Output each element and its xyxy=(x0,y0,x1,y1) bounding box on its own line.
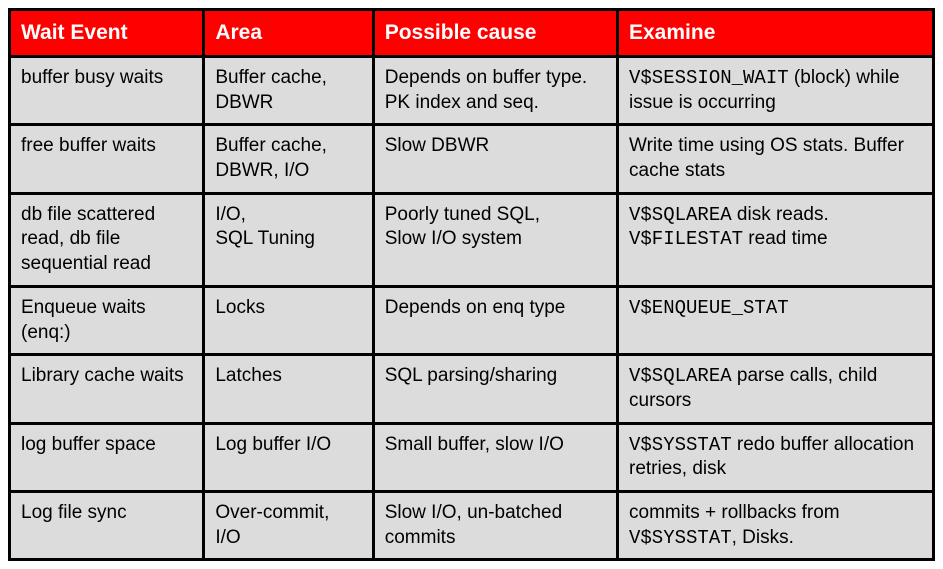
cell-area: Over-commit,I/O xyxy=(204,491,373,559)
code-text: V$SQLAREA xyxy=(629,365,732,387)
plain-text: read time xyxy=(743,228,827,249)
plain-text: commits + rollbacks from xyxy=(629,502,840,523)
cell-area: Log buffer I/O xyxy=(204,423,373,491)
plain-text: , Disks. xyxy=(732,527,794,548)
cell-examine: V$SQLAREA disk reads. V$FILESTAT read ti… xyxy=(618,193,934,286)
cell-possible-cause: Slow DBWR xyxy=(373,125,617,193)
cell-possible-cause: SQL parsing/sharing xyxy=(373,355,617,423)
code-text: V$SYSSTAT xyxy=(629,527,732,549)
cell-possible-cause: Depends on enq type xyxy=(373,286,617,354)
cell-examine: V$SYSSTAT redo buffer allocation retries… xyxy=(618,423,934,491)
cell-examine: V$ENQUEUE_STAT xyxy=(618,286,934,354)
table-row: log buffer space Log buffer I/O Small bu… xyxy=(10,423,934,491)
table-row: Enqueue waits (enq:) Locks Depends on en… xyxy=(10,286,934,354)
cell-examine: commits + rollbacks from V$SYSSTAT, Disk… xyxy=(618,491,934,559)
cell-wait-event: Log file sync xyxy=(10,491,204,559)
table-row: db file scattered read, db file sequenti… xyxy=(10,193,934,286)
col-header-possible-cause: Possible cause xyxy=(373,10,617,57)
cell-wait-event: db file scattered read, db file sequenti… xyxy=(10,193,204,286)
plain-text: Write time using OS stats. Buffer cache … xyxy=(629,135,904,181)
code-text: V$FILESTAT xyxy=(629,228,743,250)
cell-examine: V$SQLAREA parse calls, child cursors xyxy=(618,355,934,423)
cell-wait-event: Library cache waits xyxy=(10,355,204,423)
cell-wait-event: Enqueue waits (enq:) xyxy=(10,286,204,354)
code-text: V$SYSSTAT xyxy=(629,434,732,456)
table-row: free buffer waits Buffer cache, DBWR, I/… xyxy=(10,125,934,193)
table-row: buffer busy waits Buffer cache, DBWR Dep… xyxy=(10,57,934,125)
code-text: V$SQLAREA xyxy=(629,204,732,226)
col-header-examine: Examine xyxy=(618,10,934,57)
table-row: Log file sync Over-commit,I/O Slow I/O, … xyxy=(10,491,934,559)
col-header-wait-event: Wait Event xyxy=(10,10,204,57)
plain-text: I/O,SQL Tuning xyxy=(215,204,315,250)
cell-area: I/O,SQL Tuning xyxy=(204,193,373,286)
col-header-area: Area xyxy=(204,10,373,57)
cell-possible-cause: Slow I/O, un-batched commits xyxy=(373,491,617,559)
cell-examine: Write time using OS stats. Buffer cache … xyxy=(618,125,934,193)
code-text: V$SESSION_WAIT xyxy=(629,67,789,89)
code-text: V$ENQUEUE_STAT xyxy=(629,297,789,319)
cell-possible-cause: Poorly tuned SQL,Slow I/O system xyxy=(373,193,617,286)
table-header-row: Wait Event Area Possible cause Examine xyxy=(10,10,934,57)
cell-possible-cause: Small buffer, slow I/O xyxy=(373,423,617,491)
wait-events-table: Wait Event Area Possible cause Examine b… xyxy=(8,8,935,561)
cell-wait-event: buffer busy waits xyxy=(10,57,204,125)
plain-text: disk reads. xyxy=(732,204,829,225)
cell-area: Buffer cache, DBWR xyxy=(204,57,373,125)
cell-wait-event: free buffer waits xyxy=(10,125,204,193)
table-row: Library cache waits Latches SQL parsing/… xyxy=(10,355,934,423)
cell-wait-event: log buffer space xyxy=(10,423,204,491)
cell-area: Latches xyxy=(204,355,373,423)
cell-possible-cause: Depends on buffer type. PK index and seq… xyxy=(373,57,617,125)
cell-area: Buffer cache, DBWR, I/O xyxy=(204,125,373,193)
plain-text: Over-commit,I/O xyxy=(215,502,329,548)
cell-examine: V$SESSION_WAIT (block) while issue is oc… xyxy=(618,57,934,125)
cell-area: Locks xyxy=(204,286,373,354)
plain-text: Poorly tuned SQL,Slow I/O system xyxy=(385,204,540,250)
